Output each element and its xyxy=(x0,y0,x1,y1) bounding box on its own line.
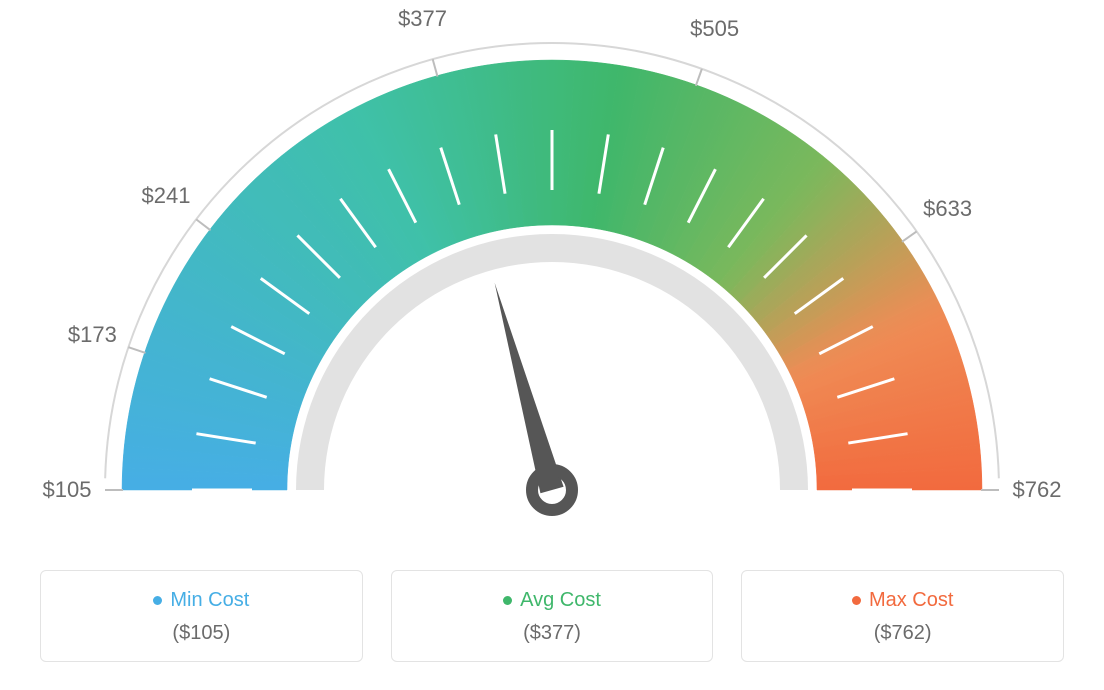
gauge-tick-label: $762 xyxy=(1013,477,1062,503)
legend-card-max: Max Cost ($762) xyxy=(741,570,1064,662)
legend-avg-dot-icon xyxy=(503,596,512,605)
legend-avg-value: ($377) xyxy=(402,622,703,645)
legend-max-value: ($762) xyxy=(752,622,1053,645)
gauge-chart-container: $105 $173 $241 $377 $505 $633 $762 Min Cost ($… xyxy=(0,0,1104,690)
legend-max-title: Max Cost xyxy=(752,589,1053,612)
legend-min-value: ($105) xyxy=(51,622,352,645)
legend-min-label: Min Cost xyxy=(170,589,249,611)
gauge: $105 $173 $241 $377 $505 $633 $762 xyxy=(0,0,1104,560)
legend-row: Min Cost ($105) Avg Cost ($377) Max Cost… xyxy=(40,570,1064,662)
gauge-tick-label: $105 xyxy=(43,477,92,503)
gauge-svg xyxy=(0,0,1104,560)
legend-card-min: Min Cost ($105) xyxy=(40,570,363,662)
legend-max-label: Max Cost xyxy=(869,589,953,611)
legend-card-avg: Avg Cost ($377) xyxy=(391,570,714,662)
gauge-tick-label: $173 xyxy=(68,322,117,348)
legend-min-title: Min Cost xyxy=(51,589,352,612)
legend-avg-label: Avg Cost xyxy=(520,589,601,611)
gauge-tick-label: $241 xyxy=(142,183,191,209)
gauge-tick-label: $377 xyxy=(398,6,447,32)
legend-avg-title: Avg Cost xyxy=(402,589,703,612)
gauge-tick-label: $633 xyxy=(923,196,972,222)
legend-max-dot-icon xyxy=(852,596,861,605)
legend-min-dot-icon xyxy=(153,596,162,605)
gauge-tick-label: $505 xyxy=(690,16,739,42)
